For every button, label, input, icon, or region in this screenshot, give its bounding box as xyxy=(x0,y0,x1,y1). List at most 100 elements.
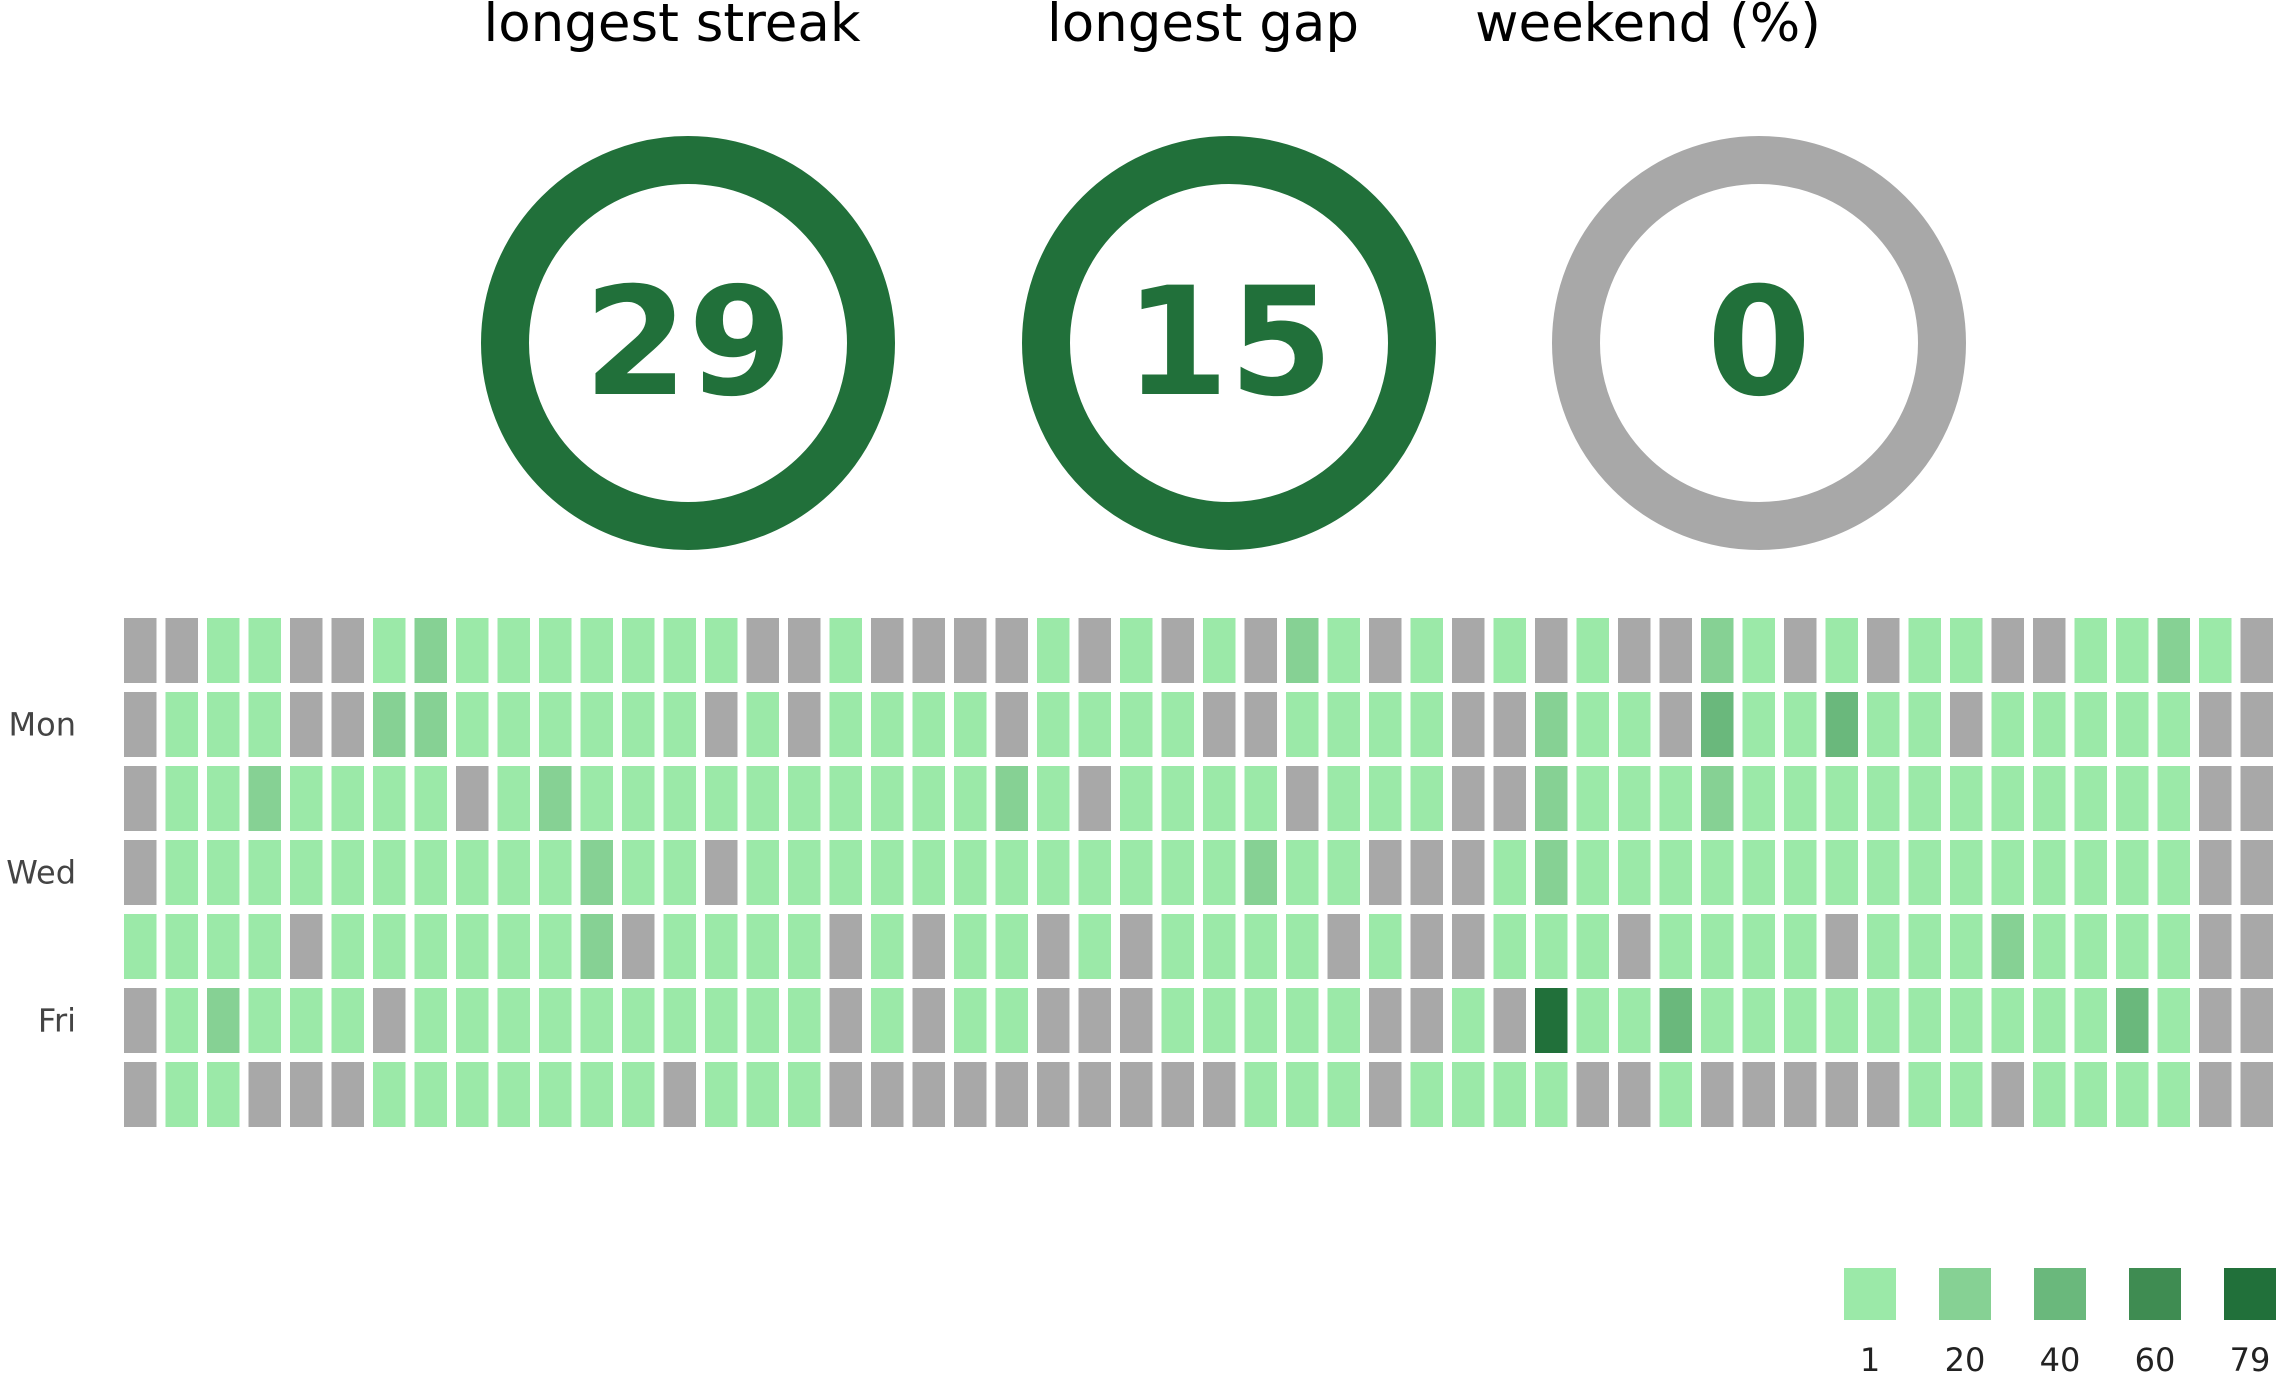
heatmap-cell xyxy=(1369,618,1402,683)
heatmap-cell xyxy=(954,618,987,683)
heatmap-cell xyxy=(871,618,904,683)
heatmap-cell xyxy=(1659,766,1692,831)
heatmap-cell xyxy=(207,840,240,905)
heatmap-cell xyxy=(954,766,987,831)
heatmap-cell xyxy=(207,692,240,757)
heatmap-cell xyxy=(290,618,323,683)
heatmap-cell xyxy=(331,988,364,1053)
heatmap-cell xyxy=(580,618,613,683)
heatmap-cell xyxy=(539,1062,572,1127)
heatmap-cell xyxy=(2157,988,2190,1053)
heatmap-cell xyxy=(580,988,613,1053)
heatmap-cell xyxy=(2240,988,2273,1053)
heatmap-cell xyxy=(1742,766,1775,831)
heatmap-cell xyxy=(373,988,406,1053)
heatmap-cell xyxy=(1327,1062,1360,1127)
heatmap-cell xyxy=(497,914,530,979)
heatmap-cell xyxy=(165,840,198,905)
heatmap-cell xyxy=(414,988,447,1053)
heatmap-cell xyxy=(414,618,447,683)
heatmap-cell xyxy=(788,988,821,1053)
legend-swatch xyxy=(2224,1268,2276,1320)
heatmap-cell xyxy=(1244,1062,1277,1127)
heatmap-cell xyxy=(705,840,738,905)
heatmap-cell xyxy=(1493,1062,1526,1127)
stat-value-longest-streak: 29 xyxy=(583,256,793,430)
heatmap-cell xyxy=(1659,618,1692,683)
heatmap-cell xyxy=(1701,692,1734,757)
heatmap-cell xyxy=(995,766,1028,831)
heatmap-cell xyxy=(1576,840,1609,905)
heatmap-cell xyxy=(2199,988,2232,1053)
heatmap-cell xyxy=(1701,766,1734,831)
legend-label: 40 xyxy=(2040,1341,2081,1379)
heatmap-cell xyxy=(248,692,281,757)
heatmap-cell xyxy=(1535,766,1568,831)
heatmap-cell xyxy=(1576,1062,1609,1127)
heatmap-cell xyxy=(290,692,323,757)
heatmap-cell xyxy=(497,766,530,831)
heatmap-cell xyxy=(1161,692,1194,757)
heatmap-cell xyxy=(705,618,738,683)
heatmap-cell xyxy=(2033,840,2066,905)
ring-weekend-percent: 0 xyxy=(1552,136,1966,550)
heatmap-cell xyxy=(1867,914,1900,979)
heatmap-cell xyxy=(1037,618,1070,683)
heatmap-cell xyxy=(995,692,1028,757)
heatmap-cell xyxy=(1991,1062,2024,1127)
heatmap-cell xyxy=(1950,1062,1983,1127)
heatmap-cell xyxy=(954,914,987,979)
heatmap-cell xyxy=(1908,692,1941,757)
heatmap-cell xyxy=(1950,618,1983,683)
heatmap-cell xyxy=(1452,618,1485,683)
legend-swatch xyxy=(2129,1268,2181,1320)
heatmap-cell xyxy=(539,840,572,905)
heatmap-cell xyxy=(331,914,364,979)
heatmap-cell xyxy=(124,988,157,1053)
legend-swatch xyxy=(1939,1268,1991,1320)
ring-longest-streak: 29 xyxy=(481,136,895,550)
heatmap-cell xyxy=(1576,618,1609,683)
heatmap-cell xyxy=(456,766,489,831)
heatmap-cell xyxy=(248,914,281,979)
heatmap-cell xyxy=(622,1062,655,1127)
heatmap-cell xyxy=(331,692,364,757)
heatmap-cell xyxy=(1452,914,1485,979)
heatmap-cell xyxy=(2116,618,2149,683)
heatmap-cell xyxy=(373,766,406,831)
heatmap-cell xyxy=(1037,692,1070,757)
heatmap-cell xyxy=(1327,766,1360,831)
heatmap-cell xyxy=(829,618,862,683)
heatmap-cell xyxy=(2240,840,2273,905)
heatmap-cell xyxy=(1410,840,1443,905)
heatmap-cell xyxy=(1742,840,1775,905)
ring-longest-gap: 15 xyxy=(1022,136,1436,550)
heatmap-cell xyxy=(1244,840,1277,905)
heatmap-cell xyxy=(1286,766,1319,831)
heatmap-cell xyxy=(497,692,530,757)
heatmap-cell xyxy=(663,914,696,979)
heatmap-cell xyxy=(207,766,240,831)
heatmap-cell xyxy=(1908,766,1941,831)
heatmap-cell xyxy=(1784,692,1817,757)
heatmap-cell xyxy=(497,840,530,905)
heatmap-cell xyxy=(539,692,572,757)
heatmap-cell xyxy=(1701,618,1734,683)
heatmap-cell xyxy=(1701,1062,1734,1127)
heatmap-cell xyxy=(1991,618,2024,683)
heatmap-cell xyxy=(456,840,489,905)
heatmap-cell xyxy=(1203,1062,1236,1127)
heatmap-cell xyxy=(1369,766,1402,831)
heatmap-cell xyxy=(1203,766,1236,831)
heatmap-cell xyxy=(1327,618,1360,683)
heatmap-cell xyxy=(705,692,738,757)
heatmap-cell xyxy=(1203,692,1236,757)
heatmap-cell xyxy=(1120,914,1153,979)
heatmap-cell xyxy=(2116,840,2149,905)
heatmap-cell xyxy=(912,766,945,831)
heatmap-cell xyxy=(165,692,198,757)
heatmap-cell xyxy=(1535,618,1568,683)
heatmap-cell xyxy=(1369,1062,1402,1127)
heatmap-cell xyxy=(1452,840,1485,905)
heatmap-cell xyxy=(788,914,821,979)
